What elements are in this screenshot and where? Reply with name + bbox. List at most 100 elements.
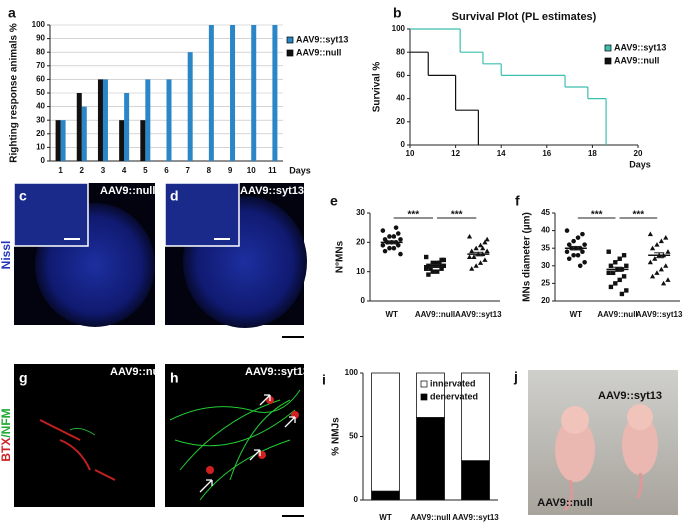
stain-label: NFM [0, 408, 13, 434]
data-point [617, 256, 622, 261]
image-label: AAV9::null [537, 497, 592, 509]
bar [166, 79, 172, 161]
data-point [621, 274, 627, 279]
y-tick-label: 80 [36, 47, 45, 56]
legend-swatch [604, 44, 612, 52]
image-label: AAV9::syt13 [598, 390, 662, 402]
data-point [391, 245, 397, 251]
panel-letter: c [19, 188, 27, 204]
data-point [606, 249, 611, 254]
data-point [382, 248, 388, 254]
data-point [660, 280, 667, 286]
data-point [608, 263, 614, 268]
data-point [654, 270, 660, 275]
data-point [619, 291, 625, 297]
x-tick-label: WT [379, 513, 392, 522]
data-point [577, 263, 583, 269]
significance: *** [591, 210, 603, 221]
data-point [393, 225, 399, 230]
bar [140, 120, 146, 161]
x-tick-label: 8 [207, 166, 212, 175]
legend-label: denervated [430, 391, 478, 401]
data-point [649, 245, 656, 251]
data-point [566, 242, 572, 247]
data-point [658, 238, 664, 244]
y-tick-label: 60 [36, 75, 45, 84]
image-label: AAV9::null [100, 185, 155, 197]
legend-swatch [420, 380, 428, 388]
bar [60, 120, 66, 161]
data-point [428, 266, 433, 271]
x-tick-label: 2 [80, 166, 85, 175]
signal [206, 466, 214, 474]
data-point [398, 237, 403, 242]
y-tick-label: 30 [36, 115, 45, 124]
data-point [606, 270, 611, 276]
y-tick-label: 45 [541, 208, 550, 217]
x-tick-label: WT [570, 310, 583, 319]
bar [97, 79, 103, 161]
data-point [575, 235, 581, 240]
y-tick-label: 30 [541, 261, 550, 270]
data-point [484, 236, 490, 242]
data-point [580, 249, 585, 255]
data-point [621, 253, 627, 258]
data-point [647, 231, 653, 237]
data-point [608, 284, 614, 290]
y-axis-label: N°MNs [335, 240, 346, 273]
y-tick-label: 10 [36, 143, 45, 152]
x-tick-label: 1 [58, 166, 63, 175]
data-point [624, 288, 629, 293]
legend-swatch [286, 36, 294, 44]
mouse [555, 418, 595, 482]
bar [81, 106, 87, 161]
data-point [430, 260, 435, 266]
legend-label: AAV9::syt13 [614, 42, 666, 52]
y-tick-label: 50 [36, 88, 45, 97]
data-point [575, 252, 581, 258]
y-tick-label: 100 [32, 20, 46, 29]
signal [69, 427, 96, 436]
y-tick-label: 0 [41, 156, 46, 165]
data-point [566, 256, 572, 262]
significance: *** [632, 210, 644, 221]
x-tick-label: AAV9::syt13 [452, 513, 499, 522]
x-tick-label: AAV9::null [415, 310, 455, 319]
micrograph [14, 364, 155, 507]
data-point [439, 266, 444, 271]
bar [187, 52, 193, 162]
x-tick-label: 9 [228, 166, 233, 175]
bar [119, 120, 125, 161]
data-point [477, 260, 484, 265]
data-point [571, 252, 576, 258]
x-tick-label: 14 [497, 149, 506, 158]
data-point [473, 263, 479, 268]
data-point [484, 248, 490, 254]
x-tick-label: AAV9::syt13 [455, 310, 502, 319]
data-point [439, 257, 444, 263]
image-label: AAV9::null [110, 366, 165, 378]
y-tick-label: 70 [36, 61, 45, 70]
y-tick-label: 0 [401, 140, 406, 149]
data-point [649, 273, 656, 279]
x-tick-label: AAV9::null [597, 310, 637, 319]
inset [13, 182, 89, 247]
x-tick-label: WT [385, 310, 398, 319]
y-axis-label: MNs diameter (µm) [522, 212, 533, 302]
data-point [580, 231, 585, 237]
y-tick-label: 50 [349, 432, 358, 441]
data-point [395, 231, 401, 236]
legend-label: AAV9::syt13 [296, 34, 348, 44]
x-tick-label: 5 [143, 166, 148, 175]
x-tick-label: 4 [122, 166, 127, 175]
y-tick-label: 90 [36, 34, 45, 43]
inset [164, 182, 240, 247]
data-point [471, 254, 477, 259]
y-tick-label: 20 [356, 237, 365, 246]
data-point [398, 251, 403, 257]
y-tick-label: 40 [36, 102, 45, 111]
data-point [430, 269, 435, 274]
data-point [466, 233, 473, 239]
bar [251, 25, 257, 161]
legend-swatch [420, 393, 428, 401]
